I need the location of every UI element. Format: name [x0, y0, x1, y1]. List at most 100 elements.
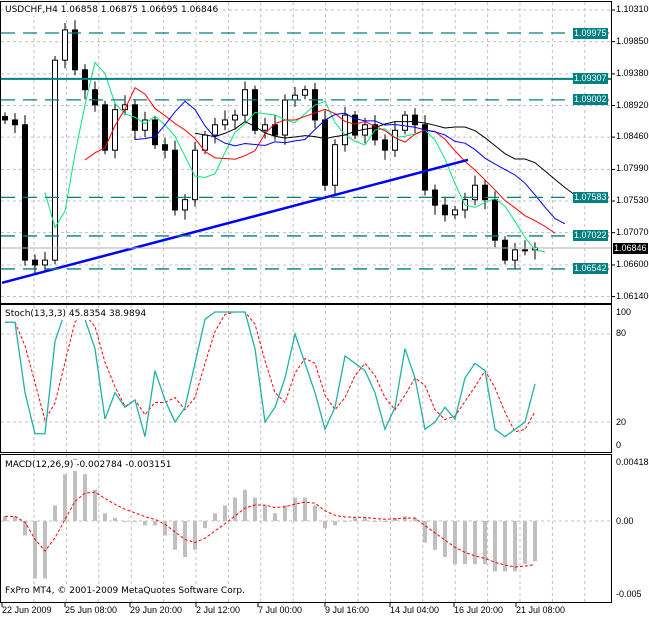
current-price-label: 1.06846: [613, 242, 648, 254]
macd-histogram-bar: [533, 521, 537, 562]
macd-histogram-bar: [383, 521, 387, 522]
candle-body: [162, 144, 168, 151]
candle-body: [242, 89, 248, 116]
candle-body: [402, 114, 408, 131]
time-tick-label: 22 Jun 2009: [2, 605, 52, 615]
macd-histogram-bar: [63, 474, 67, 521]
macd-histogram-bar: [163, 521, 167, 536]
candle-body: [342, 114, 348, 146]
time-tick-label: 2 Jul 12:00: [196, 605, 241, 615]
level-price-label: 1.09975: [573, 27, 608, 39]
price-tick-label: 1.06140: [616, 290, 649, 301]
candle-body: [302, 89, 308, 96]
main-panel: [0, 1, 612, 304]
candle-body: [482, 184, 488, 201]
macd-histogram-bar: [393, 517, 397, 521]
stoch-panel: [0, 304, 612, 453]
moving-average-line: [194, 121, 586, 202]
macd-histogram-bar: [153, 521, 157, 526]
macd-histogram-bar: [423, 521, 427, 543]
candle-body: [222, 119, 228, 126]
macd-histogram-bar: [413, 517, 417, 521]
macd-histogram-bar: [123, 521, 127, 522]
macd-histogram-bar: [73, 458, 77, 521]
candle-body: [192, 149, 198, 201]
candle-body: [32, 259, 38, 266]
macd-histogram-bar: [363, 517, 367, 521]
macd-histogram-bar: [213, 513, 217, 521]
time-tick-label: 29 Jun 20:00: [130, 605, 183, 615]
candle-body: [62, 29, 68, 61]
macd-histogram-bar: [113, 517, 117, 521]
level-price-label: 1.07022: [573, 230, 608, 242]
candle-body: [352, 114, 358, 136]
macd-tick-label: -0.005: [616, 588, 642, 599]
candle-body: [142, 119, 148, 131]
candle-body: [42, 259, 48, 266]
price-tick-label: 1.08460: [616, 131, 649, 142]
macd-histogram-bar: [513, 521, 517, 572]
macd-histogram-bar: [53, 505, 57, 521]
candle-body: [282, 99, 288, 136]
macd-signal-line: [5, 491, 536, 568]
macd-histogram-bar: [93, 489, 97, 521]
candle-body: [2, 116, 8, 121]
stoch-tick-label: 100: [616, 306, 632, 317]
macd-histogram-bar: [323, 521, 327, 529]
macd-histogram-bar: [103, 513, 107, 521]
candle-body: [392, 129, 398, 151]
macd-histogram-bar: [223, 505, 227, 521]
copyright-text: FxPro MT4, © 2001-2009 MetaQuotes Softwa…: [5, 586, 247, 597]
macd-tick-label: 0.004183: [616, 456, 649, 467]
candle-body: [332, 144, 338, 186]
macd-histogram-bar: [483, 521, 487, 565]
level-price-label: 1.09002: [573, 94, 608, 106]
open-readout: 1.06858: [60, 5, 98, 15]
candle-body: [472, 184, 478, 201]
price-tick-label: 1.07070: [616, 226, 649, 237]
macd-histogram-bar: [443, 521, 447, 557]
time-tick-label: 16 Jul 20:00: [454, 605, 504, 615]
candle-body: [212, 124, 218, 136]
macd-histogram-bar: [193, 521, 197, 550]
moving-average-line: [134, 100, 566, 225]
macd-histogram-bar: [473, 521, 477, 565]
macd-histogram-bar: [143, 521, 147, 526]
macd-histogram-bar: [333, 521, 337, 526]
price-tick-label: 1.09380: [616, 67, 649, 78]
candle-body: [372, 124, 378, 141]
macd-histogram-bar: [493, 521, 497, 572]
macd-title: MACD(12,26,9) -0.002784 -0.003151: [5, 460, 174, 471]
macd-histogram-bar: [303, 497, 307, 521]
candle-body: [272, 124, 278, 136]
macd-histogram-bar: [43, 521, 47, 579]
candle-body: [452, 209, 458, 216]
level-price-label: 1.06542: [573, 263, 608, 275]
candle-body: [232, 114, 238, 121]
macd-histogram-bar: [273, 513, 277, 521]
candle-body: [12, 119, 18, 126]
stoch-main-line: [5, 311, 536, 438]
high-readout: 1.06875: [100, 5, 139, 15]
macd-histogram-bar: [133, 521, 137, 522]
macd-histogram-bar: [453, 521, 457, 565]
macd-histogram-bar: [83, 474, 87, 521]
time-tick-label: 7 Jul 00:00: [258, 605, 303, 615]
candle-body: [502, 239, 508, 261]
macd-histogram-bar: [343, 521, 347, 522]
candle-body: [92, 89, 98, 106]
macd-histogram-bar: [233, 497, 237, 521]
macd-tick-label: 0.00: [616, 515, 634, 526]
macd-histogram-bar: [33, 521, 37, 579]
candle-body: [512, 249, 518, 261]
candle-body: [382, 139, 388, 151]
moving-average-line: [84, 87, 556, 234]
macd-histogram-bar: [23, 521, 27, 536]
candle-body: [432, 189, 438, 206]
candle-body: [412, 114, 418, 126]
candle-body: [72, 29, 78, 71]
stoch-title: Stoch(13,3,3) 45.8354 38.9894: [5, 309, 149, 320]
macd-histogram-bar: [203, 521, 207, 529]
macd-histogram-bar: [463, 521, 467, 565]
